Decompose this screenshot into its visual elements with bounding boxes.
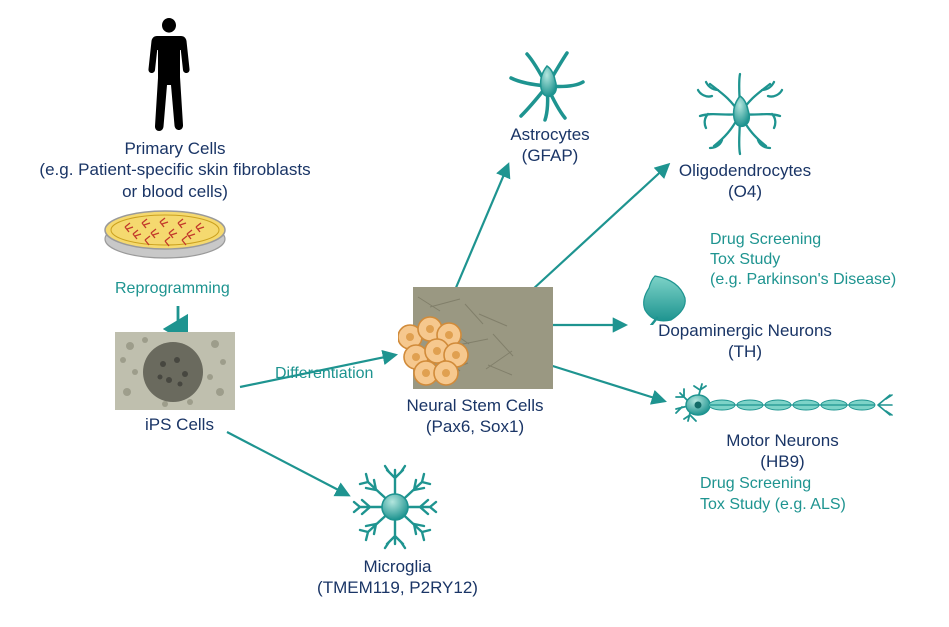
oligo-title: Oligodendrocytes — [665, 160, 825, 181]
oligo-sub: (O4) — [665, 181, 825, 202]
motor-sub: (HB9) — [700, 451, 865, 472]
nsc-sub: (Pax6, Sox1) — [400, 416, 550, 437]
microglia-label: Microglia (TMEM119, P2RY12) — [310, 556, 485, 599]
astrocytes-title: Astrocytes — [500, 124, 600, 145]
ips-cells-label: iPS Cells — [145, 414, 214, 435]
reprogramming-label: Reprogramming — [115, 280, 230, 298]
dopa-sub: (TH) — [640, 341, 850, 362]
neural-stem-cells-label: Neural Stem Cells (Pax6, Sox1) — [400, 395, 550, 438]
microglia-sub: (TMEM119, P2RY12) — [310, 577, 485, 598]
astrocytes-icon — [505, 48, 590, 128]
petri-dish-icon — [100, 207, 230, 268]
primary-cells-label: Primary Cells (e.g. Patient-specific ski… — [20, 138, 330, 202]
astrocytes-label: Astrocytes (GFAP) — [500, 124, 600, 167]
human-icon — [148, 18, 190, 138]
motor-neurons-label: Motor Neurons (HB9) — [700, 430, 865, 473]
motor-below-text: Drug Screening Tox Study (e.g. ALS) — [700, 474, 846, 516]
microglia-title: Microglia — [310, 556, 485, 577]
differentiation-label: Differentiation — [275, 365, 373, 383]
primary-cells-sub: (e.g. Patient-specific skin fibroblasts … — [20, 159, 330, 202]
nsc-title: Neural Stem Cells — [400, 395, 550, 416]
dopa-title: Dopaminergic Neurons — [640, 320, 850, 341]
neural-stem-cells-image — [398, 287, 553, 402]
astrocytes-sub: (GFAP) — [500, 145, 600, 166]
microglia-icon — [340, 460, 450, 560]
oligodendrocytes-label: Oligodendrocytes (O4) — [665, 160, 825, 203]
motor-neurons-icon — [670, 380, 900, 435]
dopa-side-text: Drug Screening Tox Study (e.g. Parkinson… — [710, 230, 896, 290]
oligodendrocytes-icon — [690, 70, 790, 163]
dopaminergic-label: Dopaminergic Neurons (TH) — [640, 320, 850, 363]
ips-cells-image — [115, 332, 235, 415]
motor-title: Motor Neurons — [700, 430, 865, 451]
primary-cells-title: Primary Cells — [20, 138, 330, 159]
